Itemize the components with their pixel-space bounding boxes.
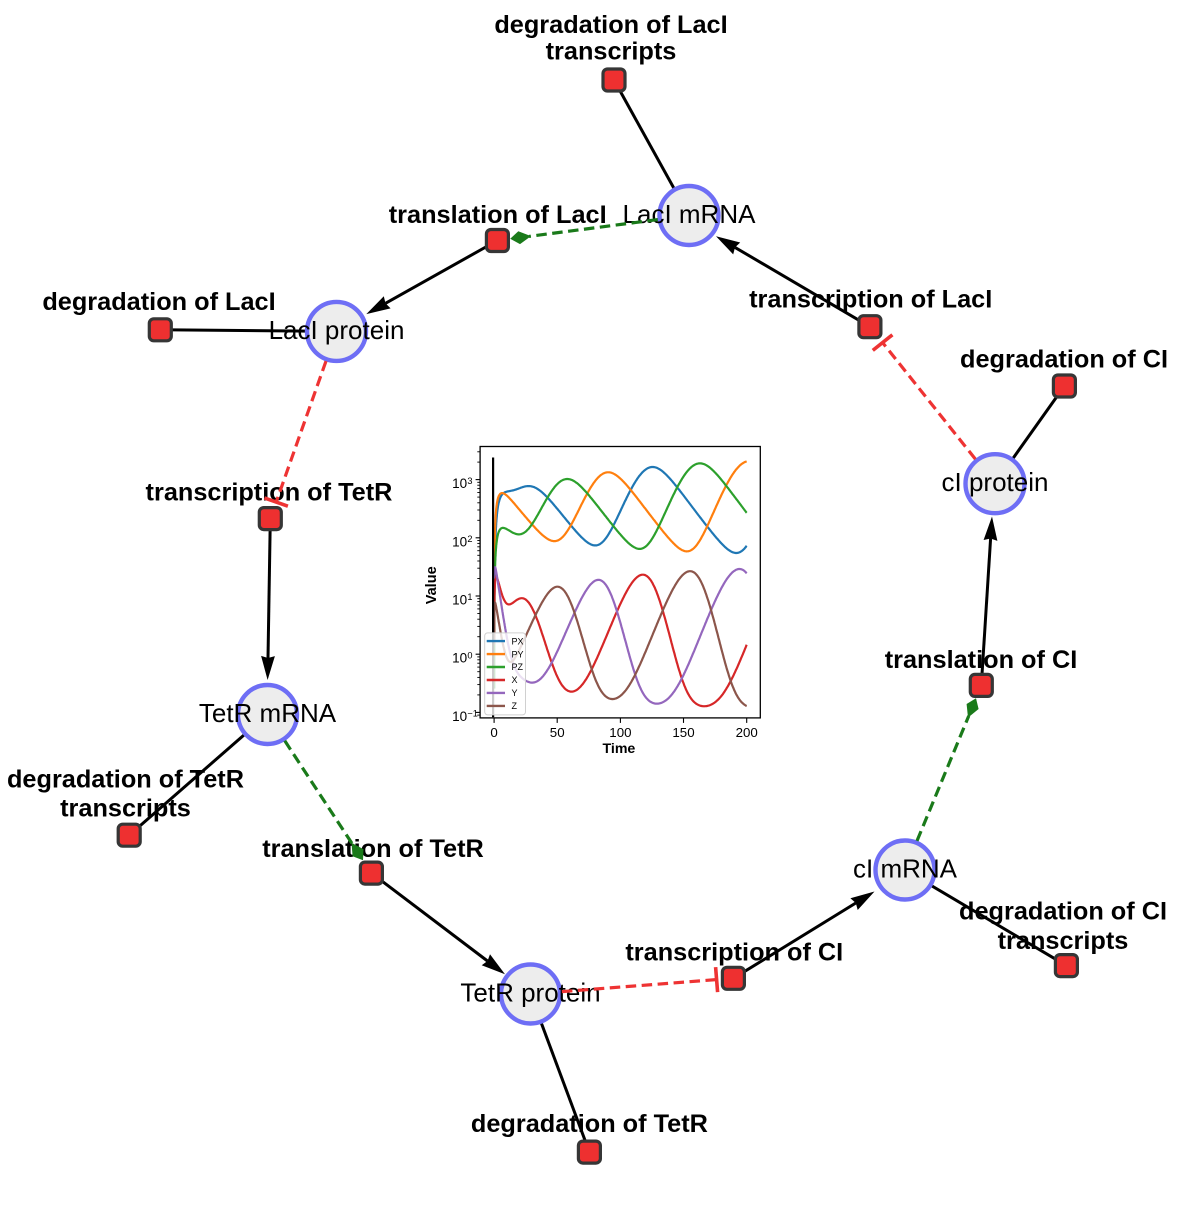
svg-text:degradation of LacI: degradation of LacI [494,11,727,39]
svg-text:3: 3 [467,476,472,486]
svg-text:0: 0 [467,650,472,660]
svg-text:10: 10 [452,534,467,549]
svg-text:transcripts: transcripts [546,38,677,66]
svg-text:LacI mRNA: LacI mRNA [623,199,757,229]
svg-text:50: 50 [550,725,565,740]
svg-text:degradation of LacI: degradation of LacI [42,288,275,316]
svg-text:transcription of CI: transcription of CI [625,938,843,966]
svg-text:TetR mRNA: TetR mRNA [199,698,337,728]
svg-text:200: 200 [736,725,758,740]
svg-text:2: 2 [467,534,472,544]
svg-text:150: 150 [672,725,694,740]
svg-text:Value: Value [424,566,440,604]
svg-text:translation of CI: translation of CI [885,646,1078,674]
svg-text:degradation of CI: degradation of CI [960,346,1168,374]
svg-text:translation of LacI: translation of LacI [389,201,607,229]
svg-text:100: 100 [609,725,631,740]
svg-text:cI mRNA: cI mRNA [853,854,958,884]
svg-text:1: 1 [467,592,472,602]
svg-text:PX: PX [512,636,524,646]
svg-text:transcripts: transcripts [60,795,191,823]
svg-text:PZ: PZ [512,662,524,672]
svg-text:transcripts: transcripts [998,927,1129,955]
svg-text:10: 10 [452,476,467,491]
svg-text:transcription of TetR: transcription of TetR [146,479,393,507]
svg-text:10: 10 [452,593,467,608]
svg-text:transcription of LacI: transcription of LacI [749,286,992,314]
svg-text:10: 10 [452,709,467,724]
svg-text:degradation of CI: degradation of CI [959,898,1167,926]
svg-text:cI protein: cI protein [942,467,1049,497]
svg-text:X: X [512,675,518,685]
svg-text:PY: PY [512,649,524,659]
svg-text:0: 0 [490,725,497,740]
svg-text:degradation of TetR: degradation of TetR [471,1110,708,1138]
svg-text:Y: Y [512,688,518,698]
svg-text:10: 10 [452,651,467,666]
svg-text:degradation of TetR: degradation of TetR [7,766,244,794]
svg-text:TetR protein: TetR protein [460,978,600,1008]
svg-text:translation of TetR: translation of TetR [262,835,484,863]
svg-text:Time: Time [602,741,635,757]
svg-text:LacI protein: LacI protein [269,315,405,345]
svg-text:−1: −1 [467,709,477,719]
svg-text:Z: Z [512,701,518,711]
